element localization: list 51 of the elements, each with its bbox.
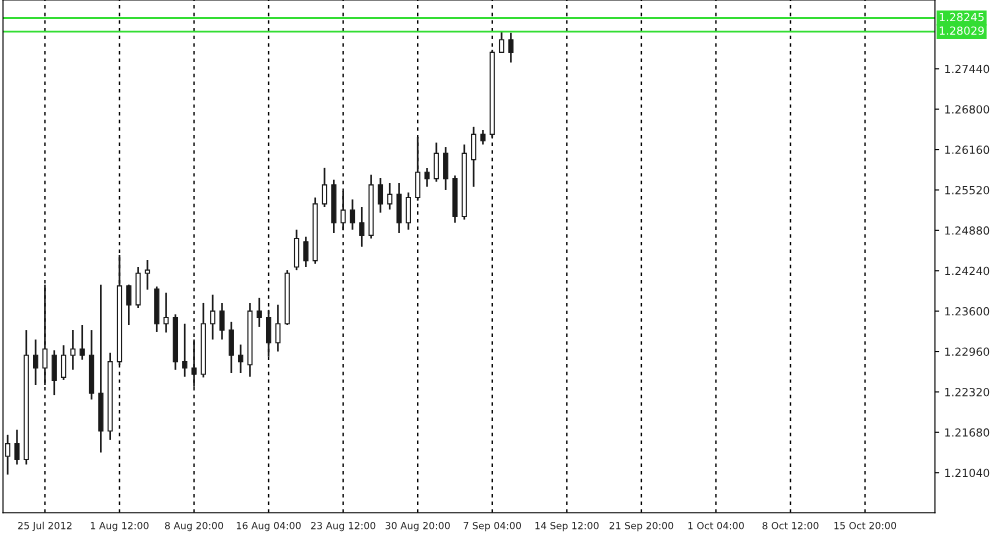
y-tick-label: 1.26800 [945, 105, 990, 114]
y-tick-label: 1.21040 [945, 468, 990, 478]
y-tick-label: 1.24880 [945, 226, 990, 235]
candlestick [219, 302, 225, 341]
candlestick [377, 177, 384, 214]
candlestick [238, 343, 244, 374]
candlestick [33, 338, 39, 386]
y-tick-label: 1.25520 [945, 185, 990, 195]
candlestick [321, 167, 328, 208]
candlestick [275, 303, 281, 353]
candlestick [340, 190, 346, 232]
x-tick-label: 16 Aug 04:00 [236, 521, 301, 532]
candlestick [42, 283, 48, 386]
candlestick [144, 259, 151, 291]
candlestick [256, 297, 262, 328]
candlestick [60, 344, 67, 381]
candlestick [163, 292, 169, 334]
candlestick [5, 434, 11, 476]
y-tick-label: 1.24240 [945, 266, 990, 276]
candlestick [303, 235, 309, 268]
candlestick [126, 283, 132, 326]
x-tick-label: 15 Oct 20:00 [834, 521, 897, 530]
candlestick [508, 31, 514, 64]
candlestick [424, 167, 430, 188]
x-tick-label: 1 Oct 04:00 [688, 521, 744, 530]
candlestick [182, 322, 188, 378]
candlestick [359, 206, 365, 248]
candlestick [191, 338, 197, 388]
x-tick-label: 23 Aug 12:00 [311, 521, 376, 532]
x-tick-label: 25 Jul 2012 [18, 521, 72, 532]
x-tick-label: 30 Aug 20:00 [385, 521, 450, 532]
y-tick-label: 1.26160 [945, 145, 990, 154]
y-tick-label: 1.27440 [945, 64, 990, 74]
x-tick-label: 14 Sep 12:00 [535, 521, 599, 532]
candlestick [79, 324, 85, 361]
x-tick-label: 21 Sep 20:00 [609, 521, 674, 532]
candlestick [70, 329, 76, 371]
candlestick [349, 198, 356, 231]
y-tick-label: 1.21680 [945, 428, 990, 437]
ref-line-label: 1.28029 [939, 26, 984, 35]
y-tick-label: 1.22960 [945, 347, 990, 356]
y-tick-label: 1.22320 [945, 387, 990, 397]
candlestick [387, 182, 393, 211]
x-tick-label: 7 Sep 04:00 [463, 521, 521, 532]
candlestick [14, 428, 20, 466]
y-tick-label: 1.23600 [945, 307, 990, 316]
ref-line-label: 1.28245 [939, 12, 984, 22]
x-tick-label: 1 Aug 12:00 [90, 521, 149, 532]
x-tick-label: 8 Aug 20:00 [165, 521, 224, 532]
x-tick-label: 8 Oct 12:00 [762, 521, 819, 530]
candlestick [210, 293, 216, 341]
